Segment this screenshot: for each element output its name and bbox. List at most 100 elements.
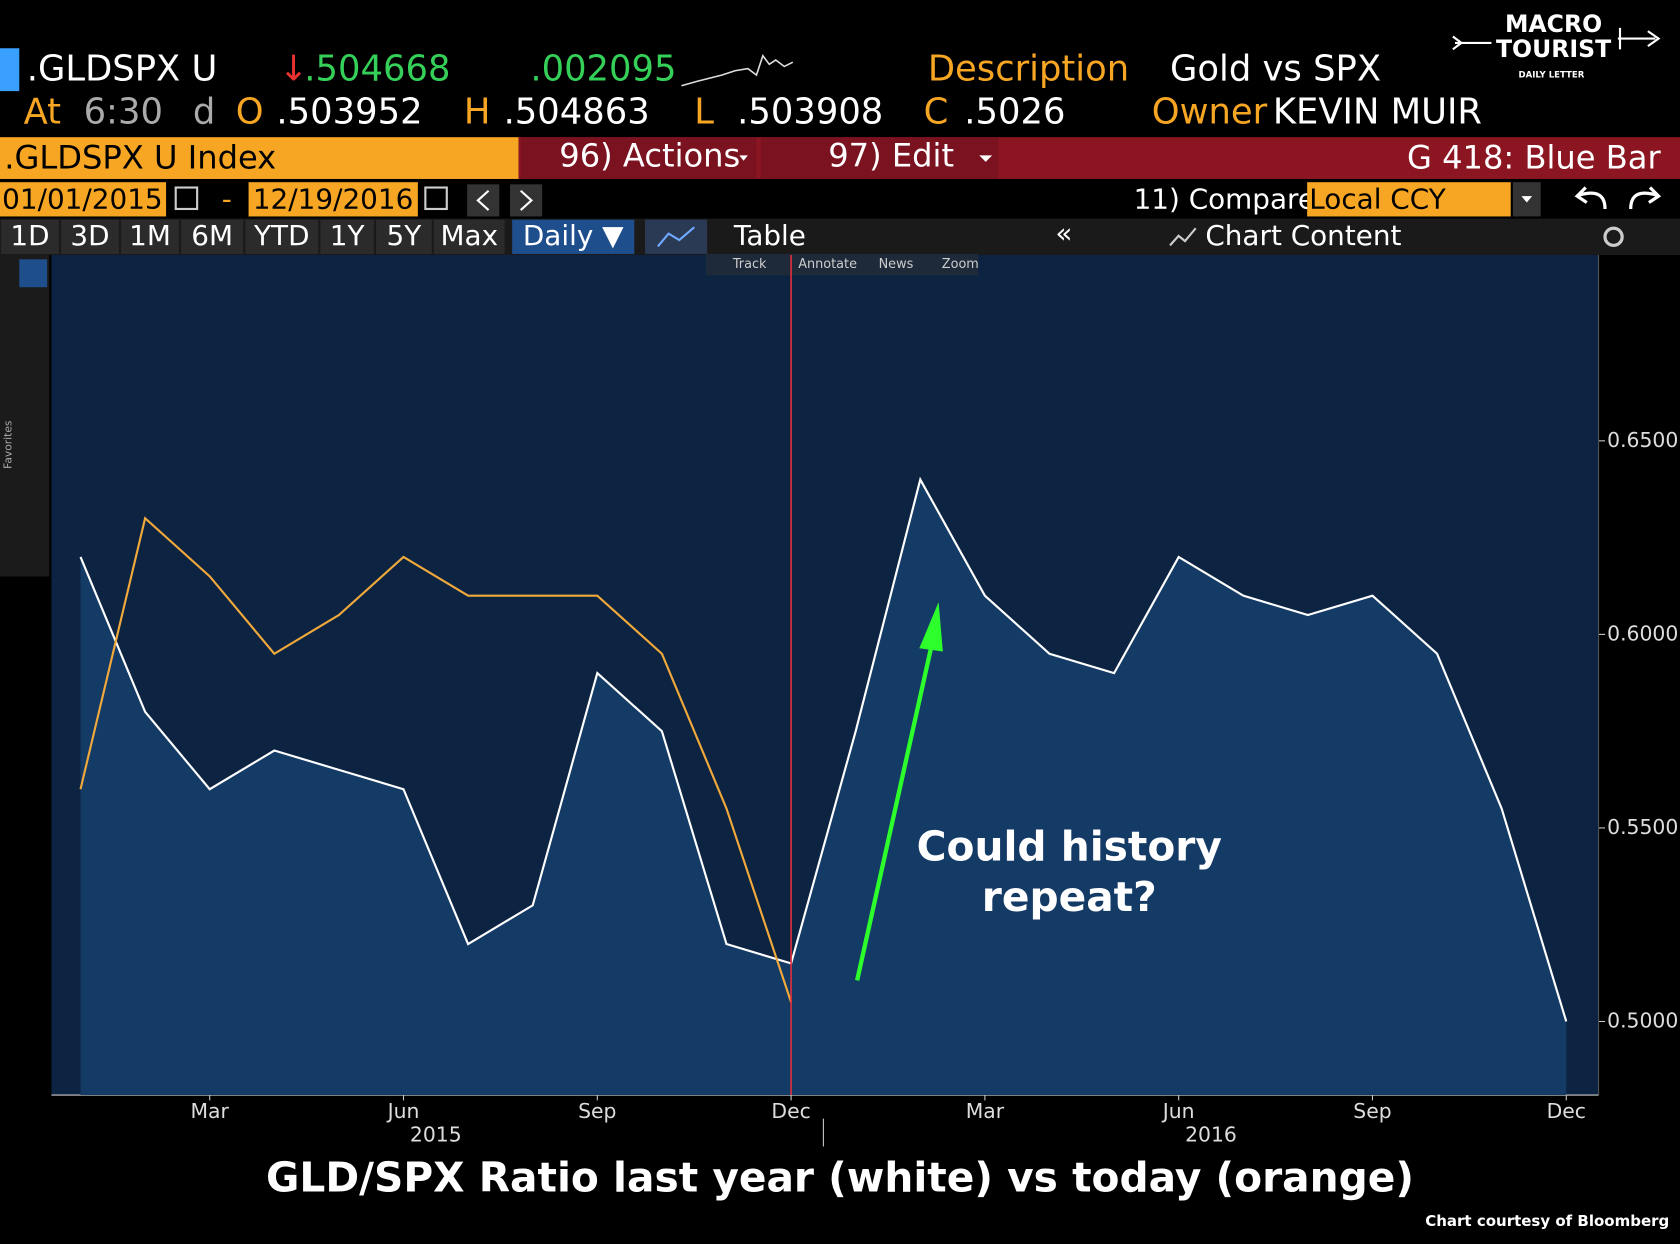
period-button[interactable] [181,219,244,254]
y-tick-label: 0.6000 [1607,621,1678,645]
chart: 0.5000 0.5500 0.6000 0.6500 Mar Jun Sep Dec Mar J… [51,255,1678,1147]
end-date[interactable]: 12/19/2016 [253,182,413,215]
annotation-arrow [855,642,935,981]
owner: KEVIN MUIR [1273,92,1482,133]
nav-arrows [476,189,534,211]
periods: 1D 3D 1M 6M YTD 1Y 5Y Max [1,219,505,254]
date-dash: - [222,182,232,215]
period-button[interactable] [433,219,505,254]
chart-tool[interactable]: News [879,257,914,272]
high-label: H [464,92,491,133]
description-label: Description [928,49,1129,90]
currency-box[interactable] [1307,182,1511,217]
frequency[interactable]: Daily ▼ [523,219,624,252]
x-tick-label: Jun [386,1099,420,1123]
annotation: repeat? [982,873,1157,921]
annotation-arrowhead [919,602,943,652]
logo-arrows [1452,27,1661,51]
low: .503908 [737,92,883,133]
favorites: Favorites [2,420,15,469]
period[interactable]: 1M [129,219,171,252]
open: .503952 [276,92,422,133]
select-tool[interactable] [19,259,48,288]
chart-name: G 418: Blue Bar [1407,139,1661,177]
arrow: ↓ [279,49,309,90]
chart-icon [657,226,695,248]
annotation: Could history [917,823,1222,871]
x-tick-label: Sep [578,1099,616,1123]
line [79,516,793,1003]
period[interactable]: 1Y [330,219,366,252]
chart-content[interactable]: Chart Content [1205,219,1401,252]
period[interactable]: 5Y [387,219,423,252]
period[interactable]: 3D [70,219,109,252]
period-button[interactable] [376,219,432,254]
tool-panel [0,255,50,577]
close: .5026 [964,92,1065,133]
credit: Chart courtesy of Bloomberg [1425,1212,1669,1230]
x-tick-label: Sep [1353,1099,1391,1123]
time: 6:30 [84,92,163,133]
currency[interactable]: Local CCY [1309,182,1446,215]
content-icon [1169,227,1197,247]
period-button[interactable] [245,219,319,254]
back[interactable]: « [1055,217,1072,250]
chart-tool[interactable]: Track [732,257,767,272]
period[interactable]: 6M [191,219,233,252]
chart-tools [706,253,979,276]
y-tick-label: 0.5000 [1607,1008,1678,1032]
x-tick-label: Dec [1547,1099,1586,1123]
marker-square [0,48,20,92]
period-button[interactable] [61,219,119,254]
period[interactable]: YTD [253,219,309,252]
calendar-icon[interactable] [174,186,199,211]
caret [1521,196,1533,203]
at-label: At [24,92,62,133]
logo-line3: DAILY LETTER [1518,71,1584,81]
period[interactable]: Max [440,219,498,252]
actions[interactable]: 96) Actions [559,137,740,175]
prev-button[interactable] [467,184,500,217]
sparkline [681,54,794,87]
caption: GLD/SPX Ratio last year (white) vs today… [266,1154,1414,1202]
d: d [193,92,215,133]
area [80,479,1567,1096]
period-button[interactable] [121,219,179,254]
high: .504863 [504,92,650,133]
period-button[interactable] [320,219,374,254]
next-button[interactable] [510,184,543,217]
edit-button[interactable] [760,137,999,179]
table[interactable]: Table [733,219,806,252]
frequency-button[interactable] [512,219,635,254]
start-date-box[interactable] [0,182,167,217]
ticker: .GLDSPX U [27,49,218,90]
settings-icon[interactable] [1603,226,1624,247]
low-label: L [694,92,714,133]
x-tick-label: Mar [191,1099,230,1123]
last: .504668 [304,49,450,90]
end-date-box[interactable] [248,182,418,217]
chart-tool[interactable]: Annotate [798,257,857,272]
calendar-icon[interactable] [424,186,448,211]
period[interactable]: 1D [10,219,49,252]
compare[interactable]: 11) Compare [1134,182,1315,215]
year-label: 2016 [1185,1123,1237,1147]
undo-redo[interactable] [1574,186,1662,210]
logo-line2: TOURIST [1496,35,1611,63]
change: .002095 [530,49,676,90]
close-label: C [924,92,949,133]
y-tick-label: 0.6500 [1607,428,1678,452]
index-name: .GLDSPX U Index [4,139,276,177]
actions-button[interactable] [520,137,757,179]
x-tick-label: Mar [966,1099,1005,1123]
chart-tool[interactable]: Zoom [942,257,979,272]
line [79,476,1568,1022]
edit[interactable]: 97) Edit [828,137,954,175]
period-button[interactable] [1,219,59,254]
start-date[interactable]: 01/01/2015 [2,182,162,215]
x-tick-label: Dec [771,1099,810,1123]
chart-icon-button[interactable] [645,219,708,254]
year-label: 2015 [410,1123,462,1147]
